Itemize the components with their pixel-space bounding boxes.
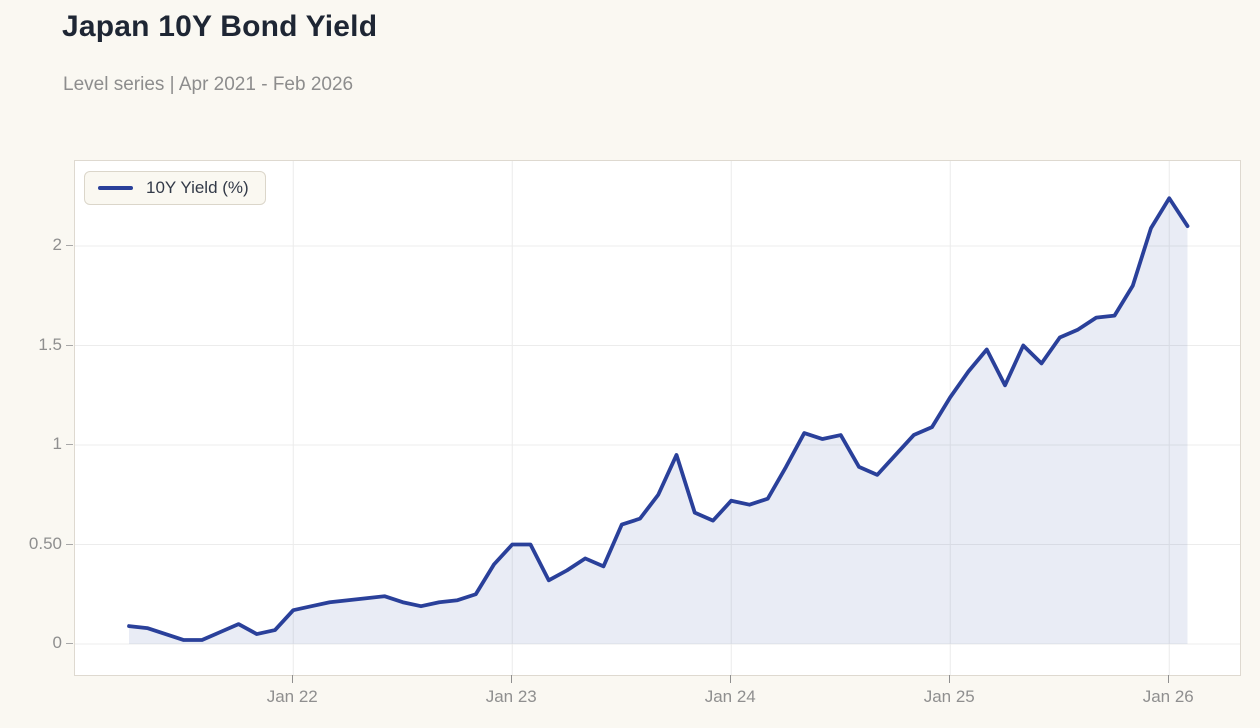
y-tick-label: 2	[52, 235, 62, 254]
x-tick-mark	[511, 675, 513, 683]
y-tick-label: 1.5	[38, 334, 62, 354]
x-tick-mark	[1168, 675, 1170, 683]
legend-line-swatch	[98, 186, 133, 190]
page-title: Japan 10Y Bond Yield	[62, 10, 378, 43]
x-tick-label: Jan 25	[923, 687, 975, 706]
x-tick-mark	[730, 675, 732, 683]
page-subtitle: Level series | Apr 2021 - Feb 2026	[63, 74, 354, 95]
legend-label: 10Y Yield (%)	[146, 178, 249, 197]
y-tick-mark	[66, 444, 73, 445]
plot-area: 10Y Yield (%)	[74, 160, 1241, 676]
x-tick-label: Jan 23	[485, 687, 537, 706]
y-tick-label: 0.50	[28, 533, 62, 553]
yield-line-chart-svg	[75, 161, 1240, 675]
y-tick-mark	[66, 245, 73, 246]
x-tick-mark	[949, 675, 951, 683]
y-tick-mark	[66, 643, 73, 644]
y-tick-mark	[66, 344, 73, 346]
x-tick-label: Jan 22	[266, 687, 318, 706]
x-tick-label: Jan 26	[1142, 687, 1194, 706]
x-tick-mark	[292, 675, 294, 683]
y-tick-mark	[66, 543, 73, 545]
x-tick-label: Jan 24	[704, 687, 756, 706]
y-tick-label: 1	[52, 434, 62, 453]
y-tick-label: 0	[52, 633, 62, 652]
legend-item-10y-yield[interactable]: 10Y Yield (%)	[84, 171, 266, 205]
